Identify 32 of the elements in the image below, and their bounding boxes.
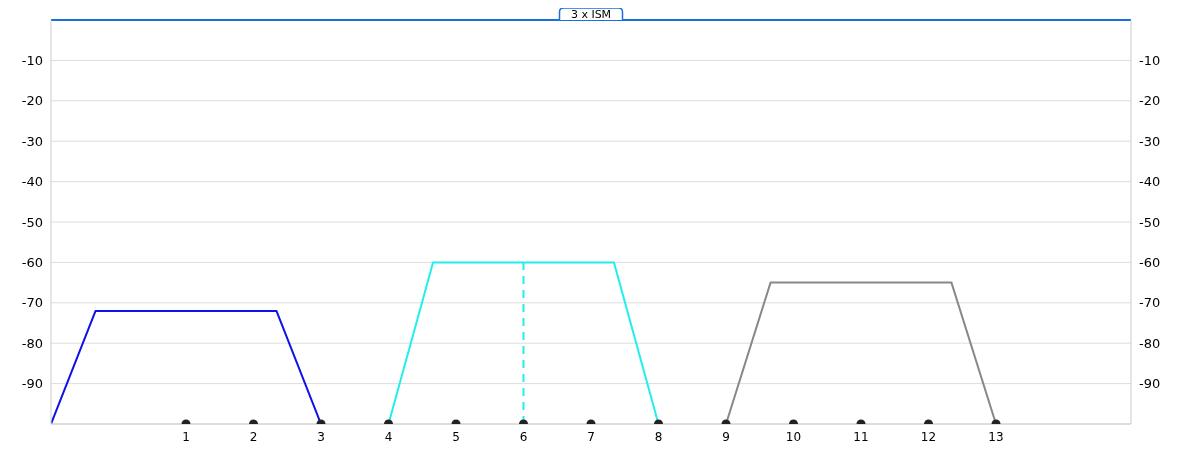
y2-tick-label: -20	[1139, 93, 1161, 109]
y2-tick-label: -90	[1139, 376, 1161, 392]
y-tick-label: -10	[21, 53, 43, 69]
x-tick-label: 11	[853, 429, 869, 444]
x-tick-label: 7	[587, 429, 595, 444]
y2-tick-label: -50	[1139, 214, 1161, 230]
y2-tick-label: -10	[1139, 53, 1161, 69]
y2-tick-label: -80	[1139, 335, 1161, 351]
x-tick-label: 1	[182, 429, 190, 444]
x-tick-label: 3	[317, 429, 325, 444]
y-tick-label: -60	[21, 255, 43, 271]
x-tick-label: 5	[452, 429, 460, 444]
y-tick-label: -80	[21, 335, 43, 351]
y2-tick-label: -70	[1139, 295, 1161, 311]
y-tick-label: -70	[21, 295, 43, 311]
x-tick-label: 10	[785, 429, 802, 444]
ref-line-label: 3 x ISM	[570, 8, 612, 21]
y-tick-label: -20	[21, 93, 43, 109]
y-tick-label: -30	[21, 133, 43, 149]
y-tick-label: -50	[21, 214, 43, 230]
y2-tick-label: -40	[1139, 174, 1161, 190]
x-tick-label: 13	[988, 429, 1004, 444]
x-tick-label: 4	[384, 429, 393, 444]
x-tick-label: 6	[519, 429, 528, 444]
x-tick-label: 2	[249, 429, 258, 444]
y2-tick-label: -30	[1139, 133, 1161, 149]
y-tick-label: -90	[21, 376, 43, 392]
y-tick-label: -40	[21, 174, 43, 190]
y2-tick-label: -60	[1139, 255, 1161, 271]
x-tick-label: 9	[722, 429, 730, 444]
x-tick-label: 8	[654, 429, 663, 444]
x-tick-label: 12	[920, 429, 937, 444]
